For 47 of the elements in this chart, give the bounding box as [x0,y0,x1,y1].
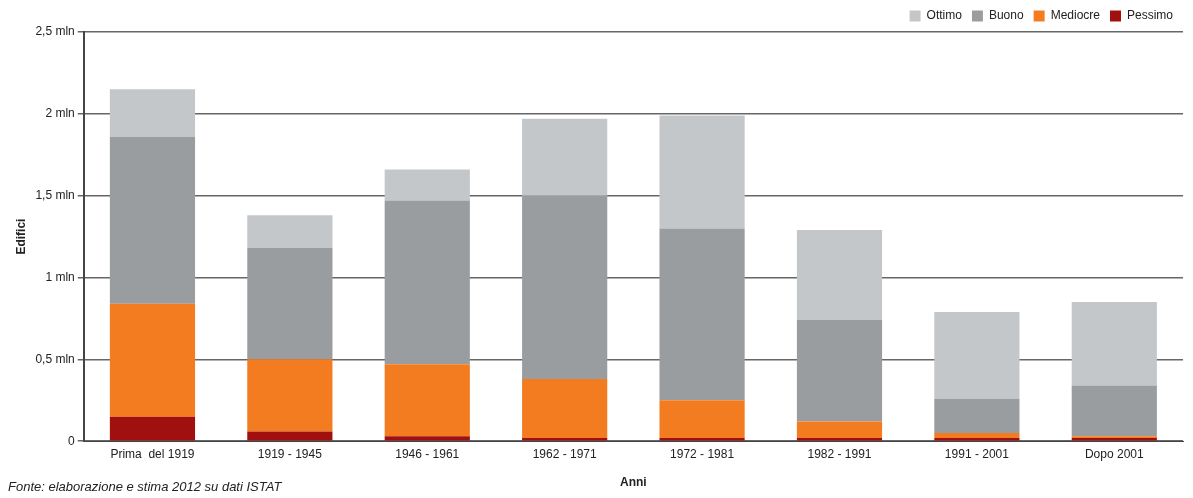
bar [522,195,608,379]
y-tick-label: 2,5 mln [35,24,75,39]
bar [522,118,608,196]
bar [659,400,745,438]
x-tick-label: 1962 - 1971 [532,446,598,461]
bar [934,433,1020,438]
bar [934,398,1020,434]
source-note: Fonte: elaborazione e stima 2012 su dati ISTAT [8,479,283,495]
bar [247,359,333,432]
x-tick-label: 1919 - 1945 [257,446,323,461]
x-tick-label: 1982 - 1991 [807,446,872,461]
bar [796,320,883,422]
y-tick-label: 1 mln [45,269,75,284]
bar [109,136,196,304]
x-tick-label: Prima del 1919 [110,446,195,461]
y-tick-label: 1,5 mln [35,187,75,202]
bar [109,89,196,137]
bar [1071,302,1157,386]
x-tick-label: Dopo 2001 [1084,446,1144,461]
bar [109,416,196,441]
legend-label: Mediocre [1050,8,1101,23]
bar [796,230,883,321]
y-tick-label: 2 mln [45,106,75,121]
bar [796,421,883,438]
y-tick-label: 0 [68,433,76,448]
bar [934,311,1020,399]
bar [522,379,608,438]
bar [384,200,470,365]
legend-label: Pessimo [1126,8,1174,23]
x-axis-title: Anni [620,475,647,490]
bar [247,248,333,360]
bar [247,431,333,441]
x-tick-label: 1991 - 2001 [944,446,1010,461]
legend-label: Ottimo [926,8,963,23]
y-tick-label: 0,5 mln [35,351,75,366]
x-tick-label: 1972 - 1981 [670,446,735,461]
bar [247,215,333,249]
bar [384,169,470,201]
bar [659,115,745,229]
legend-label: Buono [988,8,1024,23]
y-axis-title: Edifici [13,218,28,255]
bar [109,303,196,417]
bar [659,228,745,401]
x-tick-label: 1946 - 1961 [395,446,460,461]
bar [384,364,470,437]
bar [1071,385,1157,437]
bar [384,436,470,441]
